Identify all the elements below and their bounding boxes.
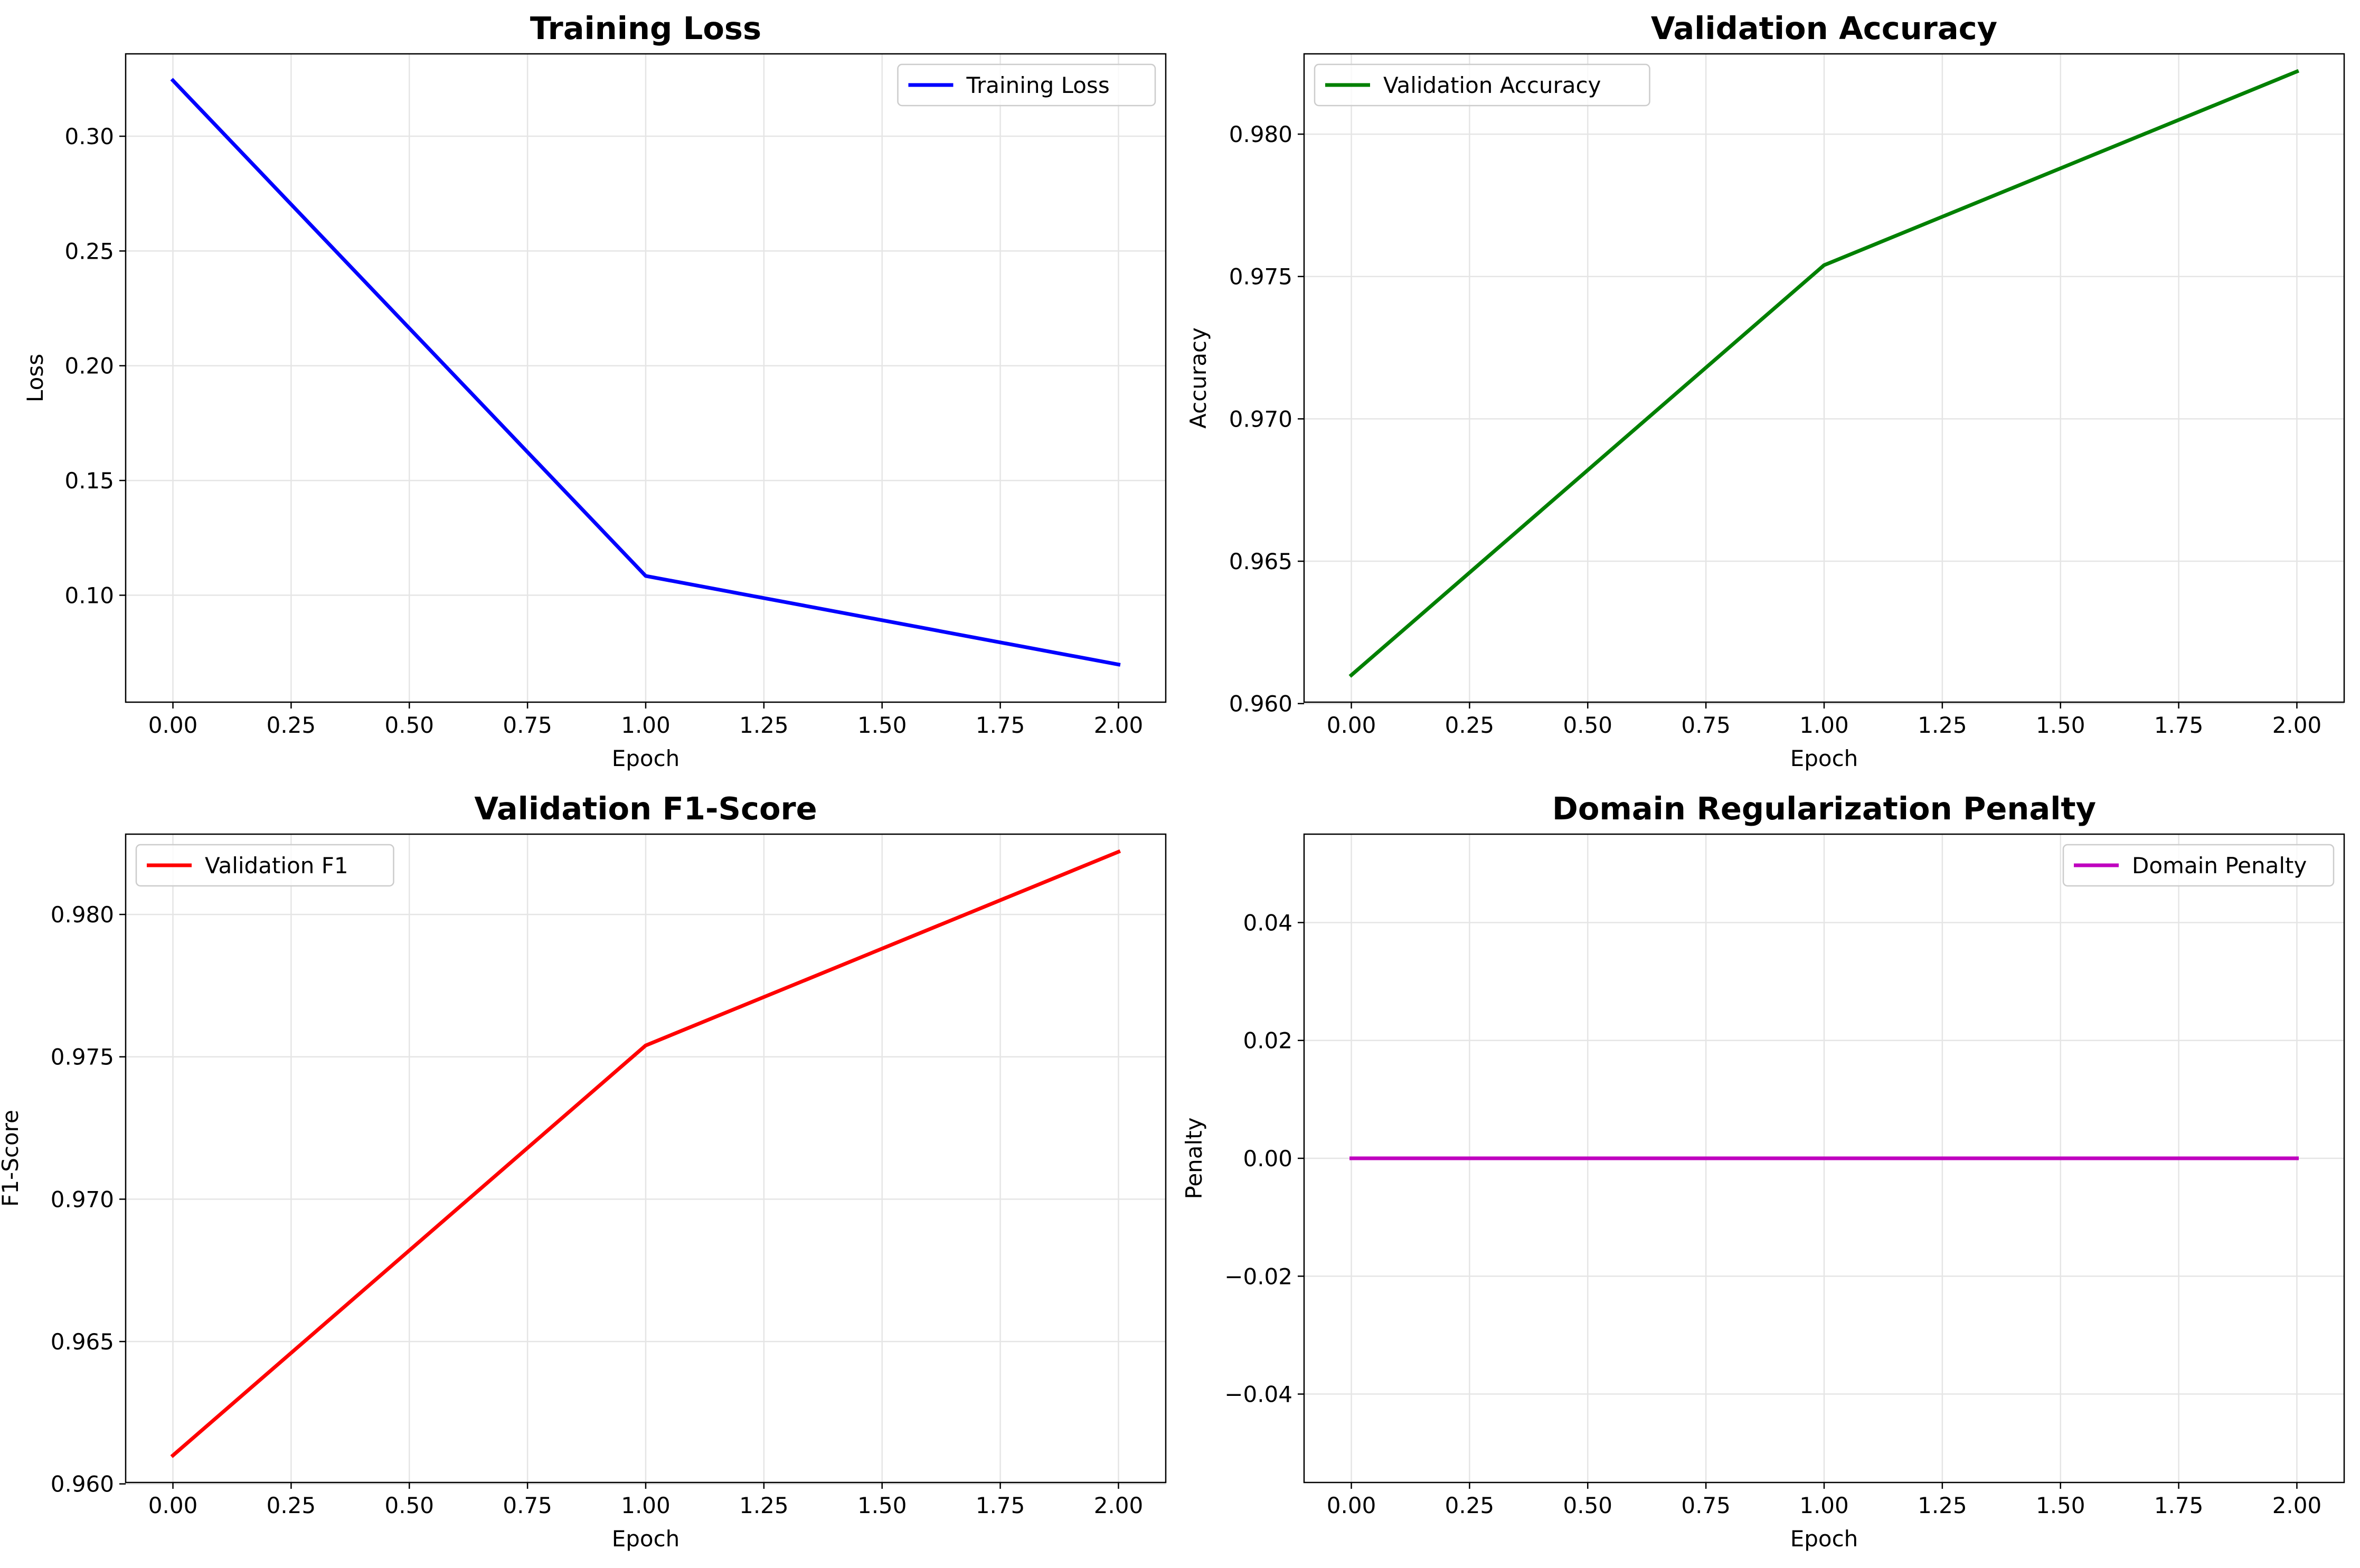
- legend-label: Domain Penalty: [2132, 853, 2307, 879]
- x-tick-label: 1.25: [739, 1493, 789, 1518]
- legend: Validation F1: [135, 844, 394, 887]
- chart-panel-4: 0.00 0.25 0.50 0.75 1.00 1.25 1.50 1.75 2.00 −0.0…: [1181, 790, 2345, 1552]
- legend-box: [2062, 844, 2335, 887]
- x-tick-label: 1.00: [1799, 1493, 1849, 1518]
- legend-box: [1314, 63, 1650, 107]
- y-tick-label: −0.02: [1224, 1263, 1292, 1289]
- legend: Validation Accuracy: [1314, 63, 1650, 107]
- legend-label: Validation Accuracy: [1383, 72, 1601, 98]
- x-axis-label: Epoch: [612, 1526, 680, 1552]
- legend-box: [897, 63, 1156, 107]
- x-tick-label: 1.50: [857, 1493, 907, 1518]
- y-tick-label: 0.965: [51, 1329, 114, 1355]
- y-tick-label: 0.30: [64, 124, 114, 149]
- x-tick-label: 0.50: [385, 1493, 435, 1518]
- y-tick-label: 0.970: [1229, 406, 1292, 432]
- x-tick-label: 0.50: [1563, 1493, 1613, 1518]
- y-tick-label: 0.10: [64, 582, 114, 608]
- y-axis-label: Accuracy: [1185, 327, 1211, 429]
- x-axis-label: Epoch: [612, 745, 680, 771]
- y-tick-label: 0.04: [1243, 910, 1292, 936]
- x-tick-label: 1.50: [2036, 712, 2085, 738]
- chart-panel-3: 0.00 0.25 0.50 0.75 1.00 1.25 1.50 1.75 2.00 0.96…: [0, 790, 1167, 1552]
- y-tick-label: 0.980: [51, 902, 114, 928]
- y-tick-label: 0.975: [51, 1044, 114, 1070]
- x-tick-label: 0.50: [385, 712, 435, 738]
- y-tick-label: 0.25: [64, 238, 114, 264]
- y-tick-label: 0.960: [51, 1471, 114, 1497]
- chart-title: Validation Accuracy: [1651, 10, 1997, 46]
- x-tick-label: 0.25: [267, 1493, 316, 1518]
- y-tick-label: −0.04: [1224, 1382, 1292, 1408]
- legend: Training Loss: [897, 63, 1156, 107]
- x-tick-label: 2.00: [2272, 1493, 2322, 1518]
- x-tick-label: 0.25: [1445, 1493, 1495, 1518]
- x-tick-label: 0.00: [1327, 712, 1376, 738]
- legend-label: Training Loss: [966, 72, 1110, 98]
- y-tick-label: 0.00: [1243, 1146, 1292, 1172]
- y-tick-label: 0.980: [1229, 121, 1292, 147]
- y-tick-label: 0.20: [64, 353, 114, 379]
- x-tick-label: 2.00: [1094, 1493, 1144, 1518]
- x-tick-label: 0.75: [1681, 712, 1731, 738]
- x-tick-label: 1.25: [739, 712, 789, 738]
- x-tick-label: 0.25: [267, 712, 316, 738]
- x-tick-label: 1.75: [2154, 1493, 2204, 1518]
- y-tick-label: 0.975: [1229, 264, 1292, 290]
- chart-panel-2: 0.00 0.25 0.50 0.75 1.00 1.25 1.50 1.75 2.00 0.96…: [1185, 10, 2345, 771]
- x-tick-label: 2.00: [1094, 712, 1144, 738]
- x-tick-label: 1.50: [2036, 1493, 2085, 1518]
- x-tick-label: 1.00: [621, 712, 671, 738]
- x-tick-label: 0.75: [503, 1493, 552, 1518]
- x-tick-label: 0.00: [1327, 1493, 1376, 1518]
- x-tick-label: 0.25: [1445, 712, 1495, 738]
- y-tick-label: 0.960: [1229, 691, 1292, 717]
- chart-title: Validation F1-Score: [474, 790, 817, 827]
- x-tick-label: 0.00: [148, 1493, 198, 1518]
- x-tick-label: 2.00: [2272, 712, 2322, 738]
- legend-label: Validation F1: [205, 853, 348, 879]
- x-tick-label: 0.00: [148, 712, 198, 738]
- legend-box: [135, 844, 394, 887]
- y-tick-label: 0.970: [51, 1186, 114, 1212]
- y-axis-label: Penalty: [1181, 1117, 1207, 1199]
- x-axis-label: Epoch: [1790, 745, 1858, 771]
- y-tick-label: 0.965: [1229, 549, 1292, 574]
- chart-panel-1: 0.00 0.25 0.50 0.75 1.00 1.25 1.50 1.75 2.00 0.10…: [22, 10, 1167, 771]
- x-tick-label: 1.25: [1918, 712, 1967, 738]
- y-tick-label: 0.15: [64, 468, 114, 494]
- x-tick-label: 1.75: [976, 712, 1025, 738]
- x-tick-label: 1.00: [1799, 712, 1849, 738]
- legend: Domain Penalty: [2062, 844, 2335, 887]
- y-axis-label: Loss: [22, 354, 48, 402]
- x-tick-label: 0.75: [503, 712, 552, 738]
- y-tick-label: 0.02: [1243, 1028, 1292, 1054]
- x-tick-label: 1.75: [976, 1493, 1025, 1518]
- x-tick-label: 1.25: [1918, 1493, 1967, 1518]
- x-tick-label: 1.00: [621, 1493, 671, 1518]
- x-tick-label: 0.75: [1681, 1493, 1731, 1518]
- chart-title: Training Loss: [530, 10, 761, 46]
- x-axis-label: Epoch: [1790, 1526, 1858, 1552]
- chart-title: Domain Regularization Penalty: [1552, 790, 2096, 827]
- x-tick-label: 1.50: [857, 712, 907, 738]
- y-axis-label: F1-Score: [0, 1110, 23, 1207]
- x-tick-label: 1.75: [2154, 712, 2204, 738]
- x-tick-label: 0.50: [1563, 712, 1613, 738]
